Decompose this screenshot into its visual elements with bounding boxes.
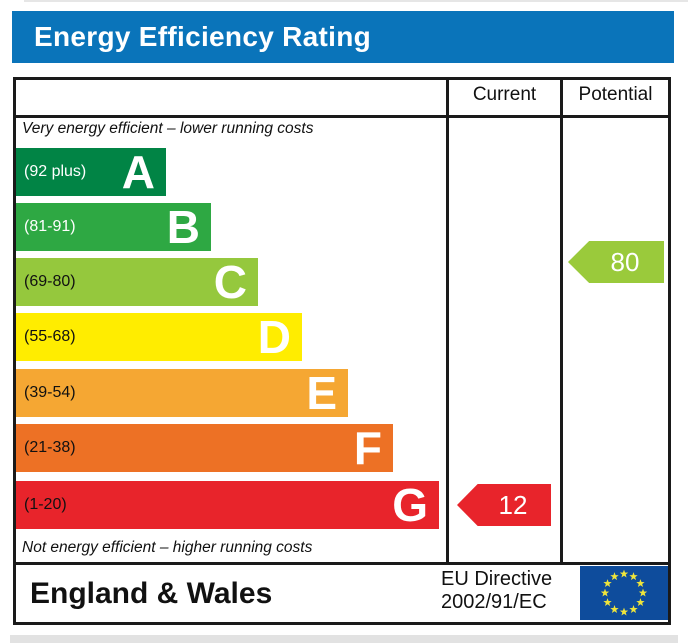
caption-not-efficient: Not energy efficient – higher running co… [22,539,313,556]
bottom-edge-strip [10,635,678,643]
page-title: Energy Efficiency Rating [34,21,372,52]
footer-row-divider [13,562,671,565]
band-letter: B [166,201,200,253]
band-letter: E [306,367,337,419]
band-range-label: (21-38) [24,439,76,456]
band-d: (55-68) D [16,313,302,361]
column-divider-potential [560,77,563,565]
rating-table-border [13,77,671,625]
band-letter: C [213,256,247,308]
band-range-label: (39-54) [24,384,76,401]
current-rating-arrow: 12 [457,484,551,526]
eu-directive-line1: EU Directive [441,568,553,590]
column-header-current: Current [472,84,537,105]
band-e: (39-54) E [16,369,348,417]
band-c: (69-80) C [16,258,258,306]
caption-very-efficient: Very energy efficient – lower running co… [22,120,314,137]
band-range-label: (1-20) [24,496,67,513]
band-range-label: (69-80) [24,273,76,290]
header-row-divider [13,115,671,118]
band-letter: F [353,422,382,474]
band-a: (92 plus) A [16,148,166,196]
potential-rating-arrow: 80 [568,241,664,283]
band-range-label: (81-91) [24,218,76,235]
eu-directive-label: EU Directive 2002/91/EC [441,568,552,614]
band-g: (1-20) G [16,481,439,529]
potential-rating-value: 80 [610,246,640,277]
band-letter: A [121,146,155,198]
eu-flag-icon [580,566,668,620]
band-letter: D [257,311,291,363]
column-divider-current [446,77,449,565]
eu-directive-line2: 2002/91/EC [441,591,547,613]
current-rating-value: 12 [498,489,528,520]
footer-region-label: England & Wales [30,577,273,610]
band-b: (81-91) B [16,203,211,251]
title-bar: Energy Efficiency Rating [12,11,674,63]
band-range-label: (55-68) [24,328,76,345]
band-range-label: (92 plus) [24,163,87,180]
column-header-potential: Potential [578,84,653,105]
top-edge-strip [24,0,688,2]
band-f: (21-38) F [16,424,393,472]
band-letter: G [392,479,428,531]
